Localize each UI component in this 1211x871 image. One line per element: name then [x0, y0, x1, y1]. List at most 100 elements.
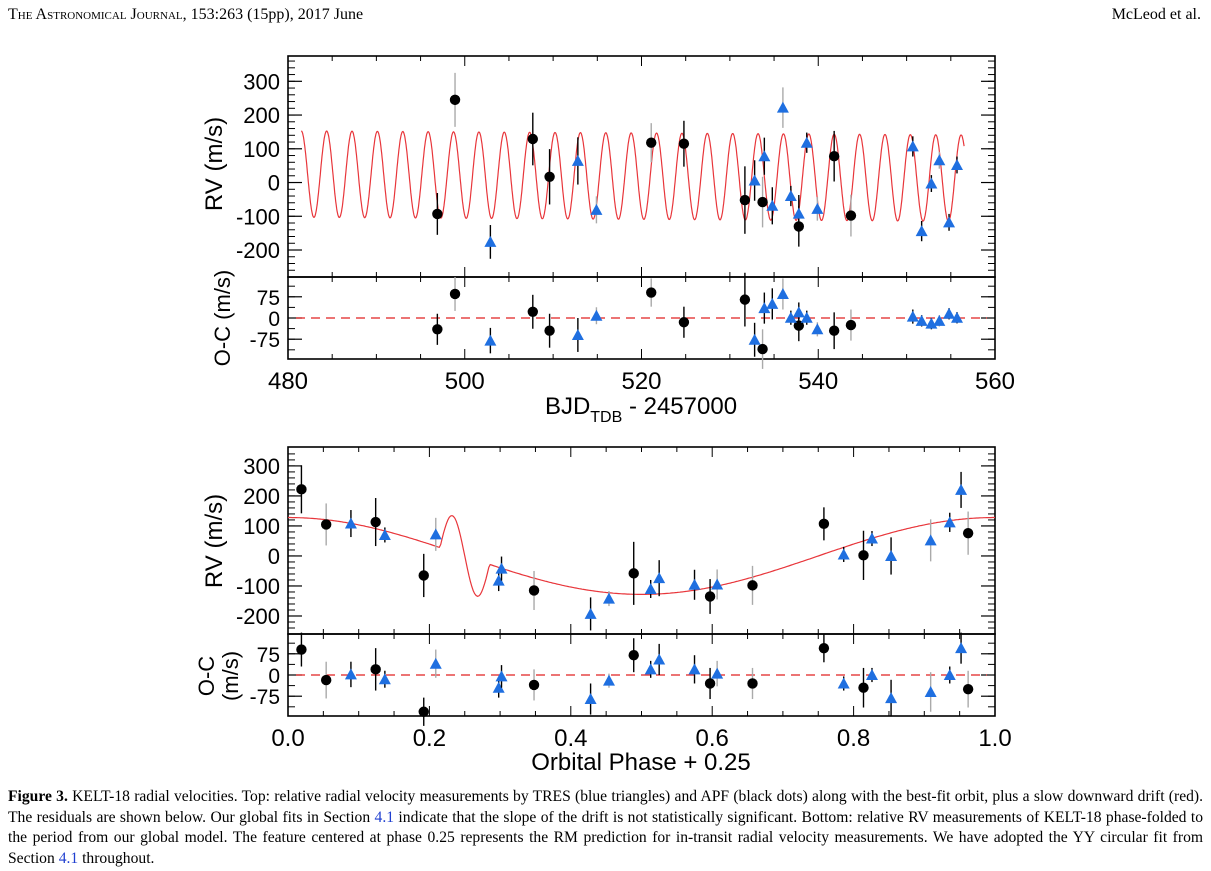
tres-data-point: [688, 663, 701, 675]
y-tick-label: 75: [257, 287, 280, 310]
apf-data-point: [296, 484, 307, 495]
tres-data-point: [924, 685, 937, 697]
apf-data-point: [828, 325, 840, 336]
caption-text-3: throughout.: [78, 849, 155, 867]
tres-data-point: [776, 287, 789, 299]
tres-data-point: [865, 669, 878, 680]
tres-data-point: [378, 673, 391, 685]
section-link-2[interactable]: 4.1: [58, 849, 79, 867]
y-tick-label: -200: [236, 238, 280, 263]
apf-data-point: [818, 518, 830, 530]
tres-data-point: [602, 592, 615, 604]
y-tick-label: -75: [250, 329, 280, 352]
top-oc-ylabel: O-C (m/s): [210, 270, 235, 367]
x-tick-label: 560: [975, 368, 1015, 395]
tres-data-point: [766, 297, 779, 309]
section-link-1[interactable]: 4.1: [374, 808, 395, 826]
tres-data-point: [885, 692, 898, 704]
apf-data-point: [628, 650, 639, 661]
x-tick-label: 1.0: [978, 725, 1011, 752]
apf-data-point: [757, 343, 768, 355]
tres-data-point: [644, 582, 657, 594]
x-tick-label: 480: [268, 368, 308, 395]
apf-data-point: [962, 683, 974, 695]
y-tick-label: 0: [268, 544, 280, 569]
tres-data-point: [344, 517, 357, 529]
tres-data-point: [378, 528, 391, 540]
tres-data-point: [925, 317, 938, 329]
tres-data-point: [688, 578, 701, 590]
apf-data-point: [704, 678, 716, 689]
apf-data-point: [527, 306, 538, 317]
y-tick-label: -75: [250, 686, 280, 709]
apf-data-point: [828, 151, 840, 162]
tres-data-point: [924, 534, 937, 546]
tres-data-point: [429, 528, 442, 540]
caption-text-1: KELT-18 radial velocities. Top: relative…: [8, 788, 1204, 826]
x-tick-label: 0.8: [837, 725, 870, 752]
apf-data-point: [528, 679, 540, 691]
tres-data-point: [800, 311, 813, 323]
apf-data-point: [818, 642, 830, 654]
tres-data-point: [915, 314, 928, 326]
tres-data-point: [800, 136, 813, 148]
figure-caption: Figure 3. KELT-18 radial velocities. Top…: [8, 787, 1203, 869]
top-xlabel-rest: - 2457000: [622, 393, 737, 420]
bottom-xlabel: Orbital Phase + 0.25: [531, 749, 750, 776]
apf-data-point: [320, 674, 332, 686]
tres-data-point: [584, 693, 597, 705]
apf-data-point: [449, 94, 461, 106]
tres-data-point: [495, 562, 508, 574]
apf-data-point: [544, 325, 555, 336]
top-rv-ylabel: RV (m/s): [201, 117, 228, 211]
apf-data-point: [678, 317, 690, 328]
top-xlabel: BJDTDB - 2457000: [545, 393, 737, 426]
apf-data-point: [793, 320, 805, 331]
tres-data-point: [711, 667, 724, 679]
y-tick-label: 100: [243, 137, 280, 162]
journal-name: The Astronomical Journal: [8, 6, 183, 23]
x-tick-label: 0.2: [413, 725, 446, 752]
tres-data-point: [495, 670, 508, 682]
apf-data-point: [739, 294, 751, 305]
tres-data-point: [484, 235, 497, 247]
model-curve: [288, 514, 995, 597]
tres-data-point: [955, 483, 968, 495]
tres-data-point: [933, 314, 946, 326]
caption-label: Figure 3.: [8, 788, 68, 805]
apf-data-point: [370, 664, 381, 675]
y-tick-label: -100: [236, 204, 280, 229]
tres-data-point: [776, 101, 789, 113]
tres-data-point: [943, 669, 956, 680]
bottom-oc-ylabel-2: (m/s): [218, 651, 243, 701]
apf-data-point: [449, 288, 461, 300]
apf-data-point: [320, 519, 332, 530]
apf-data-point: [528, 585, 540, 596]
apf-data-point: [739, 194, 751, 206]
apf-data-point: [418, 706, 429, 717]
x-tick-label: 540: [798, 368, 838, 395]
caption-text-2: indicate that the slope of the drift is …: [8, 808, 1203, 867]
tres-data-point: [584, 607, 597, 619]
apf-data-point: [747, 580, 758, 591]
x-tick-label: 500: [445, 368, 485, 395]
tres-data-point: [943, 216, 956, 228]
apf-data-point: [418, 570, 429, 581]
y-tick-label: 300: [243, 454, 280, 479]
tres-data-point: [925, 177, 938, 189]
plot-frame: [287, 446, 996, 635]
tres-data-point: [748, 333, 761, 345]
apf-data-point: [962, 527, 974, 539]
x-tick-label: 520: [621, 368, 661, 395]
tres-data-point: [484, 334, 497, 346]
apf-data-point: [628, 568, 639, 579]
tres-data-point: [784, 190, 797, 202]
tres-data-point: [933, 154, 946, 166]
apf-data-point: [432, 324, 443, 335]
tres-data-point: [915, 225, 928, 237]
apf-data-point: [646, 137, 657, 148]
tres-data-point: [943, 516, 956, 528]
tres-data-point: [590, 309, 603, 321]
